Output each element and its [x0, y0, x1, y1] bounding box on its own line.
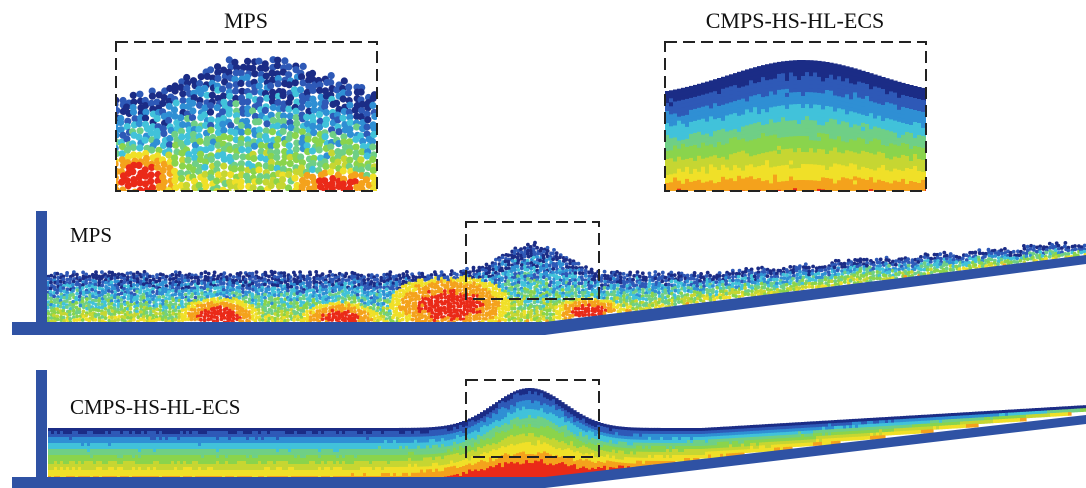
fluid-particles-mps — [45, 240, 1086, 325]
zoom-inset-cmps-frame — [664, 41, 927, 192]
zoom-title-cmps: CMPS-HS-HL-ECS — [706, 8, 884, 33]
zoom-inset-cmps — [665, 60, 926, 191]
zoom-inset-mps — [116, 56, 377, 191]
panel-label-mps: MPS — [70, 223, 112, 247]
fluid-particles-cmps — [48, 388, 1086, 481]
tank-floor-mps — [12, 255, 1086, 335]
panel-label-cmps: CMPS-HS-HL-ECS — [70, 395, 240, 419]
panel-cmps: CMPS-HS-HL-ECS — [12, 370, 1086, 488]
tank-floor-cmps — [12, 415, 1086, 488]
panel-mps: MPS — [12, 211, 1086, 335]
zoom-inset-mps-frame — [115, 41, 378, 192]
left-wall-mps — [36, 211, 47, 335]
left-wall-cmps — [36, 370, 47, 488]
region-box-cmps — [465, 379, 600, 458]
region-box-mps — [465, 221, 600, 300]
zoom-title-mps: MPS — [224, 8, 268, 33]
